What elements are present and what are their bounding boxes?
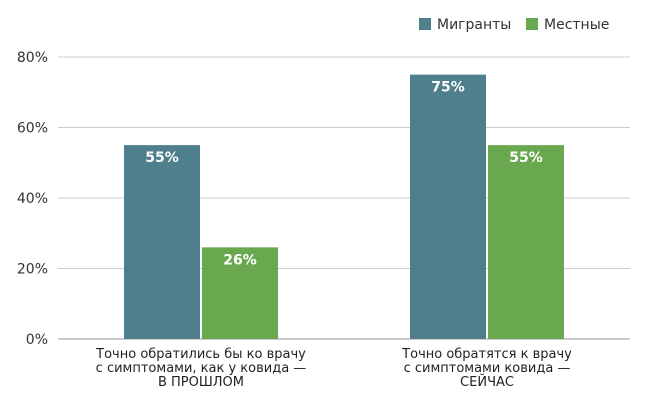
x-category-label: Точно обратились бы ко врачу с симптомами…: [95, 347, 306, 390]
x-category-label-line: с симптомами, как у ковида —: [96, 361, 307, 376]
y-tick-label: 20%: [17, 262, 48, 278]
legend-label: Местные: [544, 17, 609, 33]
x-category-label-line: с симптомами ковида —: [404, 361, 571, 376]
data-label: 26%: [223, 252, 257, 268]
y-axis: 0% 20% 40% 60% 80%: [17, 50, 48, 348]
data-labels: 55% 75% 26% 55%: [145, 80, 543, 269]
y-tick-label: 80%: [17, 50, 48, 66]
data-label: 75%: [431, 80, 465, 96]
bars: [124, 74, 564, 339]
legend-label: Мигранты: [437, 17, 511, 33]
bar-migrants-1: [124, 145, 200, 339]
y-tick-label: 60%: [17, 121, 48, 137]
data-label: 55%: [145, 150, 179, 166]
x-category-label-line: Точно обратятся к врачу: [401, 347, 572, 362]
legend-swatch: [526, 18, 538, 30]
x-category-label-line: В ПРОШЛОМ: [158, 375, 244, 390]
y-tick-label: 40%: [17, 191, 48, 207]
bar-locals-1: [202, 247, 278, 339]
legend: Мигранты Местные: [419, 17, 609, 33]
y-tick-label: 0%: [26, 332, 48, 348]
x-category-label-line: Точно обратились бы ко врачу: [95, 347, 306, 362]
bar-locals-2: [488, 145, 564, 339]
x-category-label-line: СЕЙЧАС: [460, 374, 514, 390]
x-axis: Точно обратились бы ко врачу с симптомами…: [95, 347, 572, 390]
x-category-label: Точно обратятся к врачу с симптомами кови…: [401, 347, 572, 390]
bar-migrants-2: [410, 74, 486, 339]
data-label: 55%: [509, 150, 543, 166]
legend-swatch: [419, 18, 431, 30]
